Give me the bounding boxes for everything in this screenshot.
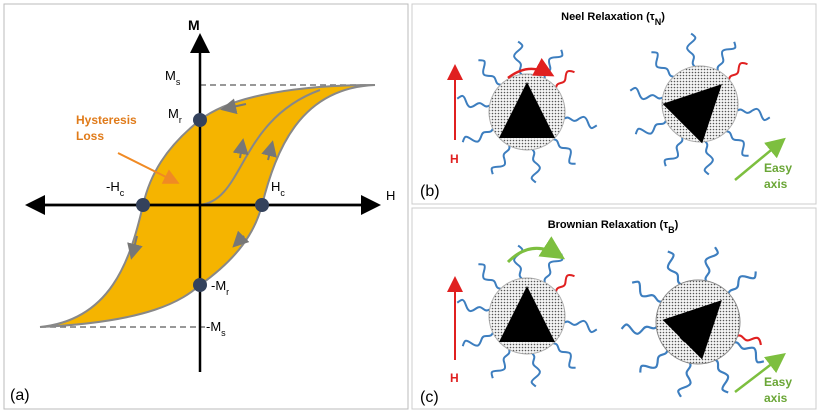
annotation: Loss — [76, 129, 104, 143]
label-part: -M — [211, 278, 226, 293]
panel-tag: (a) — [10, 387, 30, 404]
annotation: Hysteresis — [76, 113, 137, 127]
axis-label: M — [188, 17, 200, 33]
panel-frame — [412, 208, 816, 409]
axis-label: H — [386, 188, 395, 203]
label-part: -H — [106, 179, 120, 194]
label-part: r — [226, 287, 229, 297]
label-part: -M — [206, 319, 221, 334]
point-label: Mr — [168, 106, 182, 125]
point-label: -Mr — [211, 278, 229, 297]
label-part: Brownian Relaxation (τ — [548, 219, 669, 231]
label-part: Neel Relaxation (τ — [561, 11, 655, 23]
panel-title: Brownian Relaxation (τB) — [548, 219, 679, 235]
point-label: Hc — [271, 179, 285, 198]
panel-tag: (c) — [420, 389, 439, 406]
label-part: c — [280, 188, 285, 198]
label-part: H — [271, 179, 280, 194]
easy-axis-label: axis — [764, 177, 788, 191]
neel-panel: Neel Relaxation (τN) H Easy axis (b) — [420, 11, 792, 200]
label-part: ) — [661, 11, 665, 23]
label-part: M — [165, 68, 176, 83]
label-part: ) — [675, 219, 679, 231]
point-label: -Hc — [106, 179, 125, 198]
easy-axis-label: axis — [764, 391, 788, 405]
panel-title: Neel Relaxation (τN) — [561, 11, 665, 27]
brownian-panel: Brownian Relaxation (τB) H Easy axis (c) — [420, 219, 802, 413]
label-part: s — [176, 77, 181, 87]
point-label: Ms — [165, 68, 181, 87]
label-part: c — [120, 188, 125, 198]
label-part: M — [168, 106, 179, 121]
point-label: -Ms — [206, 319, 226, 338]
panel-frame — [412, 4, 816, 204]
label-part: s — [221, 328, 226, 338]
hysteresis-panel: M H Ms Mr Hc -Hc -Mr -Ms Hysteresis Loss… — [10, 17, 395, 404]
panel-tag: (b) — [420, 183, 440, 200]
field-label: H — [450, 152, 459, 166]
label-part: r — [179, 115, 182, 125]
easy-axis-label: Easy — [764, 161, 792, 175]
figure: M H Ms Mr Hc -Hc -Mr -Ms Hysteresis Loss… — [0, 0, 820, 413]
easy-axis-label: Easy — [764, 375, 792, 389]
field-label: H — [450, 371, 459, 385]
